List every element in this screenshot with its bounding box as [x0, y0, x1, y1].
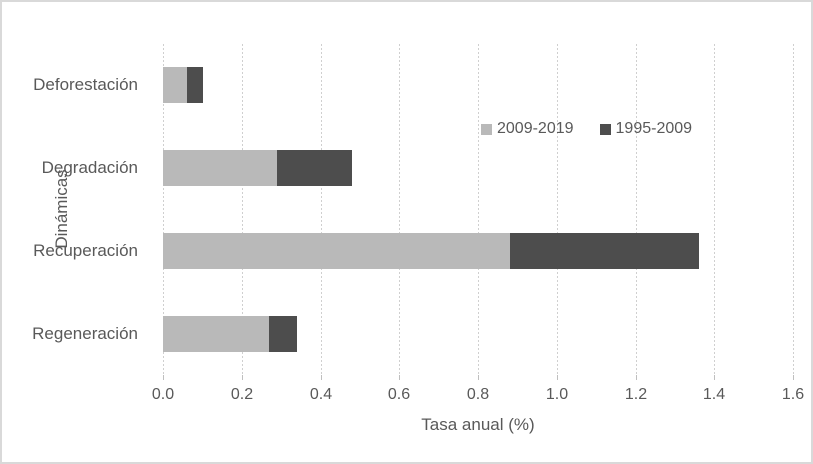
x-tick-label: 0.4	[309, 386, 333, 403]
category-label: Deforestación	[33, 75, 138, 94]
gridline	[321, 44, 322, 375]
bar-segment-2009-2019	[163, 150, 277, 186]
legend-label-1995-2009: 1995-2009	[615, 120, 693, 137]
x-axis-tick-labels: 0.0 0.2 0.4 0.6 0.8 1.0 1.2 1.4 1.6	[152, 386, 804, 406]
x-axis-tick	[636, 375, 637, 380]
legend-label-2009-2019: 2009-2019	[497, 120, 574, 137]
gridline	[163, 44, 164, 375]
legend-item-2009-2019: 2009-2019	[481, 120, 574, 138]
legend-swatch-1995-2009	[599, 123, 611, 135]
x-axis-tick	[163, 375, 164, 380]
gridline	[793, 44, 794, 375]
bar-segment-1995-2009	[277, 150, 352, 186]
bar-segment-1995-2009	[187, 67, 203, 103]
bar-segment-2009-2019	[163, 233, 510, 269]
x-axis-tick	[793, 375, 794, 380]
x-tick-label: 0.6	[387, 386, 411, 403]
gridline	[714, 44, 715, 375]
category-label: Regeneración	[32, 324, 138, 343]
category-label: Recuperación	[33, 241, 138, 260]
x-axis-tick	[321, 375, 322, 380]
gridline	[636, 44, 637, 375]
x-tick-label: 0.8	[466, 386, 490, 403]
legend: 2009-2019 1995-2009	[481, 120, 692, 138]
x-axis-tick	[242, 375, 243, 380]
gridline	[557, 44, 558, 375]
x-axis-tick	[557, 375, 558, 380]
x-axis-title: Tasa anual (%)	[421, 415, 535, 434]
legend-swatch-2009-2019	[481, 123, 492, 135]
x-tick-label: 1.6	[781, 386, 805, 403]
plot-area	[163, 44, 794, 380]
bar-segment-1995-2009	[510, 233, 699, 269]
legend-item-1995-2009: 1995-2009	[599, 120, 693, 138]
x-tick-label: 1.4	[702, 386, 726, 403]
gridline	[399, 44, 400, 375]
bar-segment-2009-2019	[163, 67, 187, 103]
x-tick-label: 1.2	[624, 386, 648, 403]
x-tick-label: 0.0	[151, 386, 175, 403]
category-axis-labels: Deforestación Degradación Recuperación Rege…	[2, 44, 150, 375]
bar-segment-1995-2009	[269, 316, 297, 352]
x-tick-label: 1.0	[545, 386, 569, 403]
x-axis-tick	[478, 375, 479, 380]
category-label: Degradación	[41, 158, 138, 177]
gridline	[242, 44, 243, 375]
x-tick-label: 0.2	[230, 386, 254, 403]
x-axis-tick	[714, 375, 715, 380]
gridline	[478, 44, 479, 375]
x-axis-tick	[399, 375, 400, 380]
bar-segment-2009-2019	[163, 316, 269, 352]
